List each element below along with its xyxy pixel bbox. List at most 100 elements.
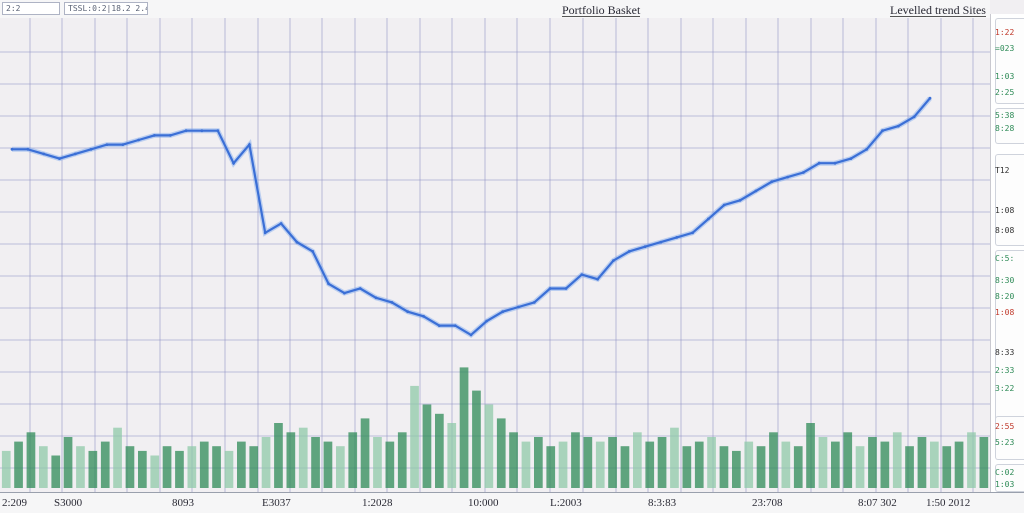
volume-bar	[534, 437, 543, 488]
volume-bar	[521, 441, 531, 488]
volume-bar	[756, 446, 766, 488]
side-card-4-line-1: C:5:	[995, 254, 1015, 263]
price-point	[643, 245, 647, 249]
volume-bar	[583, 437, 593, 488]
price-point	[263, 231, 267, 235]
volume-bar	[100, 441, 110, 488]
chart-title: Portfolio Basket	[562, 3, 641, 17]
price-point	[232, 161, 236, 165]
price-point	[770, 180, 774, 184]
volume-bar	[806, 423, 815, 488]
volume-bar	[571, 432, 580, 488]
side-card-1[interactable]	[995, 18, 1024, 104]
side-card-4-line-2: 8:30	[995, 276, 1015, 285]
volume-bar	[917, 437, 927, 488]
price-point	[184, 129, 188, 133]
price-point	[295, 240, 299, 244]
side-card-2-line-1: 5:38	[995, 111, 1015, 120]
volume-bar	[360, 418, 370, 488]
volume-bar	[831, 441, 840, 488]
volume-bar	[175, 450, 184, 488]
x-tick-label: 10:000	[468, 497, 499, 509]
side-card-2-line-2: 8:28	[995, 124, 1015, 133]
side-card-1-line-2: =023	[995, 44, 1015, 53]
volume-bar	[967, 432, 976, 488]
volume-bar	[125, 446, 135, 488]
price-point	[89, 147, 93, 151]
volume-bar	[769, 432, 778, 488]
price-point	[928, 96, 932, 100]
side-card-4-line-6: 2:33	[995, 366, 1015, 375]
price-point	[422, 314, 425, 318]
price-point	[802, 171, 805, 174]
x-tick-label: L:2003	[550, 497, 582, 509]
volume-bar	[348, 432, 358, 488]
volume-bar	[249, 446, 259, 488]
price-point	[358, 287, 362, 290]
side-card-4-line-3: 8:20	[995, 292, 1015, 301]
side-card-5-line-2: 5:23	[995, 438, 1015, 447]
volume-bar	[818, 437, 828, 488]
volume-bar	[930, 441, 939, 488]
price-point	[26, 147, 30, 151]
volume-bar	[670, 427, 679, 488]
price-point	[42, 152, 46, 156]
price-point	[896, 124, 900, 128]
x-axis: 2:209 S3000 8093 E3037 1:2028 10:000 L:2…	[0, 492, 1024, 513]
volume-bar	[113, 427, 122, 488]
price-point	[596, 277, 599, 281]
side-card-3-line-2: 1:08	[995, 206, 1015, 215]
x-tick-label: 8:07 302	[858, 497, 897, 509]
toolbar-field-secondary[interactable]: TSSL:0:2|18.2 2.4	[64, 2, 148, 15]
toolbar-field-primary[interactable]: 2:2	[2, 2, 60, 15]
volume-bar	[286, 432, 296, 488]
price-point	[564, 287, 568, 290]
price-point	[121, 143, 125, 146]
x-tick-label: 1:2028	[362, 497, 393, 509]
price-point	[216, 129, 220, 133]
price-point	[722, 203, 726, 207]
price-point	[153, 134, 156, 137]
price-point	[105, 143, 109, 146]
volume-bar	[855, 446, 865, 488]
side-card-5[interactable]	[995, 416, 1024, 460]
x-tick-label: 2:209	[2, 497, 28, 509]
volume-bar	[793, 446, 803, 488]
price-point	[786, 175, 789, 179]
price-point	[691, 231, 694, 235]
volume-bar	[51, 455, 61, 488]
volume-bars	[1, 367, 989, 488]
volume-bar	[373, 437, 382, 488]
price-point	[168, 134, 172, 137]
side-card-4-line-4: 1:08	[995, 308, 1015, 317]
price-point	[248, 143, 251, 146]
volume-bar	[459, 367, 469, 488]
volume-bar	[645, 441, 655, 488]
volume-bar	[781, 441, 791, 488]
volume-bar	[39, 446, 48, 488]
price-chart[interactable]	[0, 18, 990, 492]
volume-bar	[274, 423, 283, 488]
volume-bar	[410, 385, 419, 488]
side-card-3[interactable]	[995, 154, 1024, 246]
price-point	[437, 324, 441, 327]
price-point	[707, 217, 710, 221]
price-point	[675, 236, 679, 239]
price-point	[137, 138, 141, 142]
side-card-2[interactable]	[995, 108, 1024, 144]
price-point	[517, 305, 520, 309]
price-point	[865, 147, 869, 151]
price-point	[390, 301, 394, 304]
volume-bar	[880, 441, 890, 488]
chart-toolbar: 2:2 TSSL:0:2|18.2 2.4 Portfolio Basket L…	[0, 0, 990, 19]
volume-bar	[14, 441, 23, 488]
x-tick-label: 8:3:83	[648, 497, 677, 509]
volume-bar	[298, 427, 308, 488]
x-tick-label: E3037	[262, 497, 291, 509]
side-card-6[interactable]	[995, 464, 1024, 492]
side-card-1-line-4: 2:25	[995, 88, 1015, 97]
volume-bar	[620, 446, 630, 488]
volume-bar	[88, 450, 98, 488]
volume-bar	[76, 446, 85, 488]
volume-bar	[496, 418, 506, 488]
